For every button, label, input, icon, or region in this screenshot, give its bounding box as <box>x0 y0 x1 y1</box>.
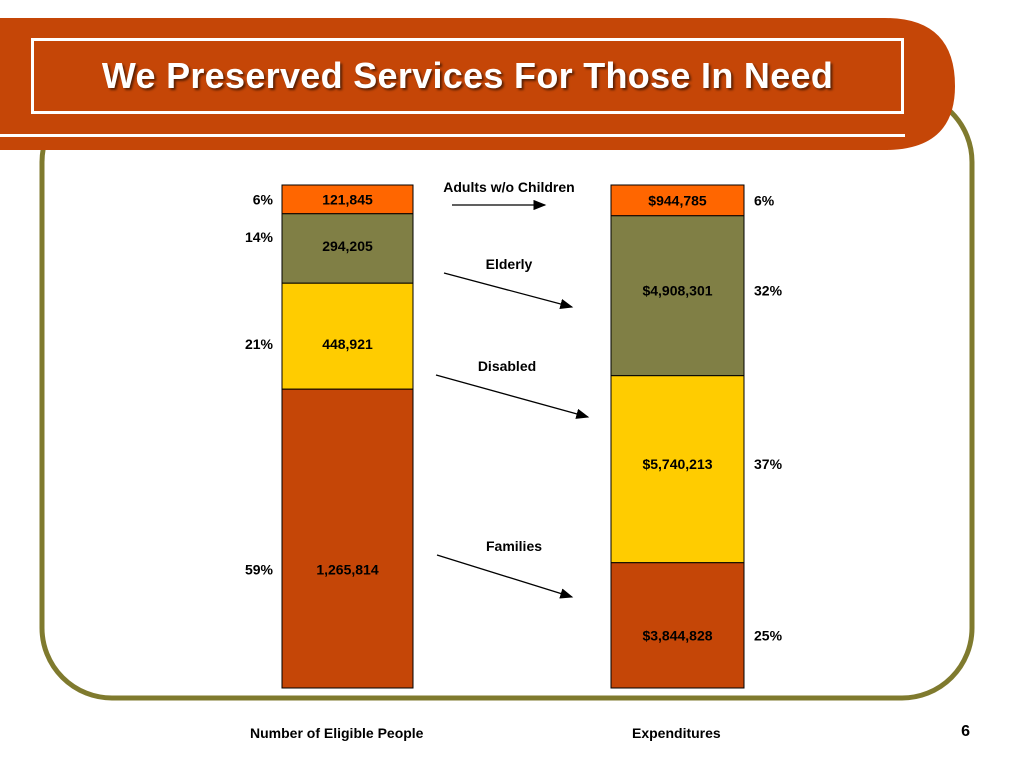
value-label-expenditures-elderly: $4,908,301 <box>642 283 712 299</box>
value-label-expenditures-disabled: $5,740,213 <box>642 456 712 472</box>
value-label-people-disabled: 448,921 <box>322 336 373 352</box>
category-label-elderly: Elderly <box>486 256 533 272</box>
category-arrow-elderly <box>443 272 574 310</box>
value-label-expenditures-adults-w-o-children: $944,785 <box>648 192 707 208</box>
percent-label-people-families: 59% <box>245 561 274 577</box>
category-arrow-families <box>436 554 574 599</box>
value-label-people-elderly: 294,205 <box>322 238 373 254</box>
value-label-people-adults-w-o-children: 121,845 <box>322 191 373 207</box>
percent-label-people-disabled: 21% <box>245 336 274 352</box>
category-label-disabled: Disabled <box>478 358 536 374</box>
percent-label-expenditures-adults-w-o-children: 6% <box>754 192 775 208</box>
column-label-expenditures: Expenditures <box>632 725 721 741</box>
bar-segment-people-adults-w-o-children <box>281 184 414 215</box>
bar-segment-expenditures-families <box>610 562 745 689</box>
category-arrow-disabled <box>435 374 590 419</box>
category-label-families: Families <box>486 538 542 554</box>
page-title: We Preserved Services For Those In Need <box>101 55 834 96</box>
value-label-people-families: 1,265,814 <box>316 561 378 577</box>
percent-label-expenditures-elderly: 32% <box>754 283 783 299</box>
bar-segment-people-disabled <box>281 282 414 390</box>
percent-label-people-adults-w-o-children: 6% <box>253 191 274 207</box>
header-divider <box>0 134 905 137</box>
percent-label-expenditures-disabled: 37% <box>754 456 783 472</box>
bar-segment-expenditures-elderly <box>610 215 745 377</box>
percent-label-people-elderly: 14% <box>245 229 274 245</box>
bar-segment-people-families <box>281 388 414 689</box>
bar-segment-expenditures-disabled <box>610 375 745 564</box>
value-label-expenditures-families: $3,844,828 <box>642 627 712 643</box>
bar-segment-people-elderly <box>281 213 414 284</box>
title-frame: We Preserved Services For Those In Need <box>31 38 904 114</box>
percent-label-expenditures-families: 25% <box>754 627 783 643</box>
column-label-people: Number of Eligible People <box>250 725 424 741</box>
header-band <box>0 18 955 150</box>
category-label-adults-w-o-children: Adults w/o Children <box>443 179 574 195</box>
page-number: 6 <box>961 723 970 740</box>
